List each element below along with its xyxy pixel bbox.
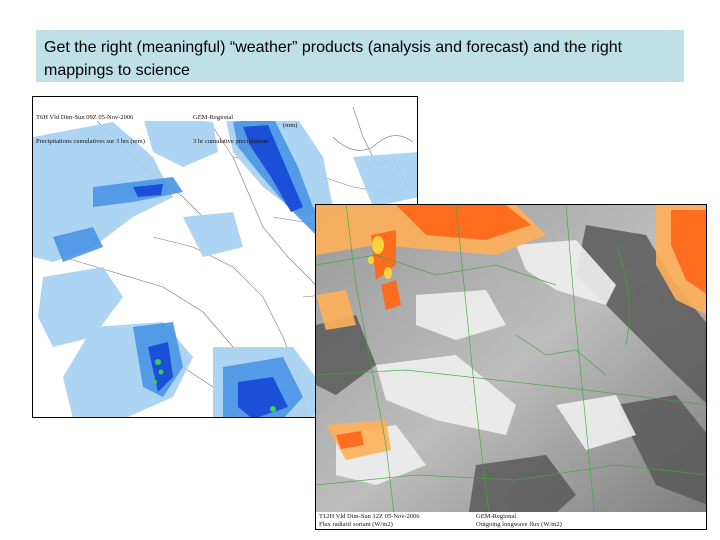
longwave-flux-map: T12H Vld Dim-Sun 12Z 05-Nov-2006 Flux ra… (315, 204, 707, 530)
precip-header-right-line-1: GEM-Regional (193, 114, 234, 121)
flux-footer-right-line-2: Outgoing longwave flux (W/m2) (476, 521, 562, 528)
precip-header-left-line-1: T6H Vld Dim-Sun 09Z 05-Nov-2006 (36, 114, 134, 121)
slide-title: Get the right (meaningful) “weather” pro… (44, 39, 623, 79)
flux-footer-left-line-1: T12H Vld Dim-Sun 12Z 05-Nov-2006 (319, 513, 420, 520)
precip-header-right-line-2: 3 hr cumulative precipitation (193, 138, 269, 145)
flux-footer-left-line-2: Flux radiatif sortant (W/m2) (319, 521, 393, 528)
precip-header-unit: (mm) (283, 122, 298, 129)
flux-footer-right-line-1: GEM-Regional (476, 513, 517, 520)
longwave-flux-map-footer: T12H Vld Dim-Sun 12Z 05-Nov-2006 Flux ra… (316, 512, 706, 529)
precipitation-map-header: T6H Vld Dim-Sun 09Z 05-Nov-2006 Precipit… (33, 97, 309, 145)
precip-header-left-line-2: Precipitations cumulatives sur 3 hrs (mm… (36, 138, 145, 145)
slide-title-box: Get the right (meaningful) “weather” pro… (36, 30, 684, 82)
longwave-flux-map-image (316, 205, 706, 529)
